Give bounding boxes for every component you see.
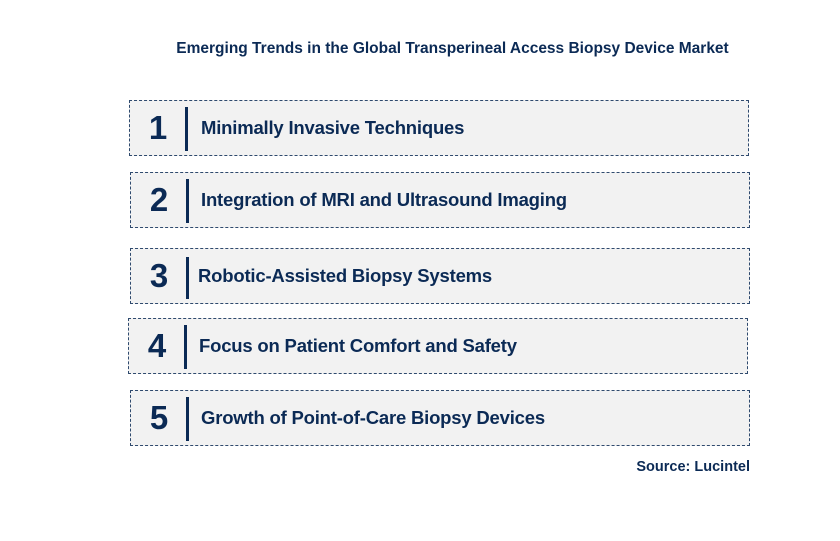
source-credit: Source: Lucintel xyxy=(636,459,750,475)
trend-row-2: 2 Integration of MRI and Ultrasound Imag… xyxy=(130,172,750,228)
trend-label: Growth of Point-of-Care Biopsy Devices xyxy=(201,407,545,428)
trend-label: Integration of MRI and Ultrasound Imagin… xyxy=(201,189,567,210)
trend-divider xyxy=(186,179,189,223)
trend-number: 4 xyxy=(147,327,167,364)
trend-number: 2 xyxy=(149,181,169,218)
trend-divider xyxy=(186,397,189,441)
trend-divider xyxy=(184,325,187,369)
diagram-title: Emerging Trends in the Global Transperin… xyxy=(176,40,729,57)
trend-divider xyxy=(185,107,188,151)
trend-row-4: 4 Focus on Patient Comfort and Safety xyxy=(128,318,748,374)
trend-divider xyxy=(186,257,189,299)
trend-label: Minimally Invasive Techniques xyxy=(201,117,465,138)
trend-number: 5 xyxy=(149,399,169,436)
trend-row-5: 5 Growth of Point-of-Care Biopsy Devices xyxy=(130,390,750,446)
trend-number: 1 xyxy=(148,109,168,146)
trend-label: Focus on Patient Comfort and Safety xyxy=(199,335,517,356)
trend-row-1: 1 Minimally Invasive Techniques xyxy=(129,100,749,156)
trend-row-3: 3 Robotic-Assisted Biopsy Systems xyxy=(130,248,750,304)
trend-number: 3 xyxy=(149,257,169,294)
trend-label: Robotic-Assisted Biopsy Systems xyxy=(198,265,492,286)
